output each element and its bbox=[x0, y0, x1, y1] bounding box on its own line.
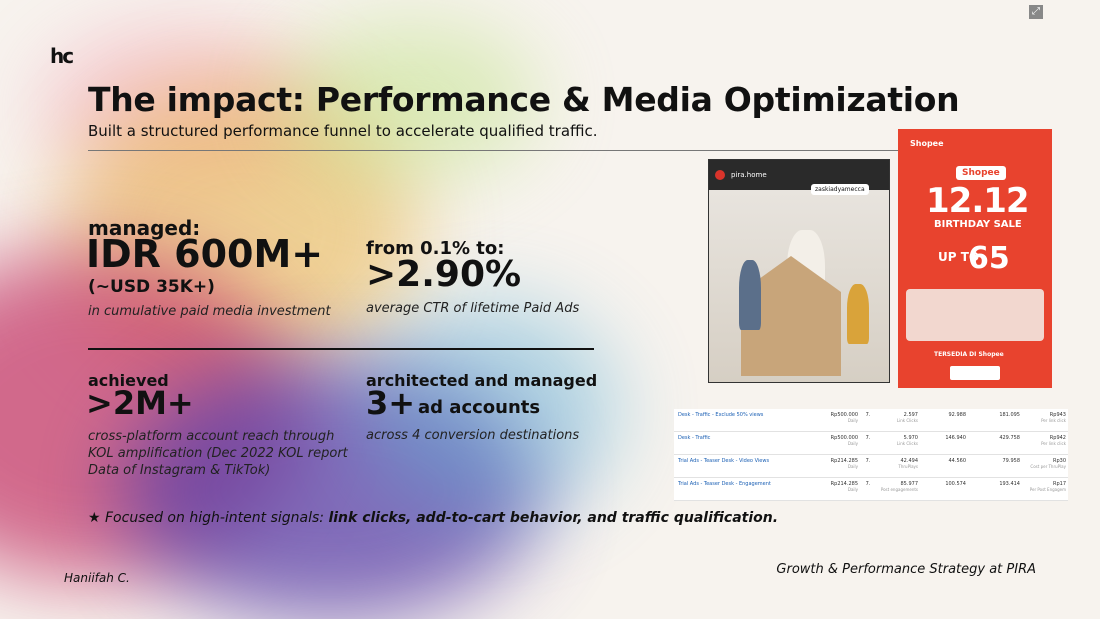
managed-sub: (~USD 35K+) bbox=[88, 277, 215, 297]
table-cell-v4: Rp30 Cost per ThruPlay bbox=[1030, 458, 1066, 469]
ctr-label: from 0.1% to: bbox=[366, 238, 505, 259]
table-cell-n7: 7. bbox=[865, 412, 871, 418]
avatar bbox=[715, 170, 725, 180]
shopee-event-sub: BIRTHDAY SALE bbox=[934, 219, 1022, 230]
footnote: ★ Focused on high-intent signals: link c… bbox=[88, 510, 778, 526]
ads-manager-table: Desk - Traffic - Exclude 50% views Rp500.… bbox=[674, 409, 1068, 501]
table-cell-v2: 100.574 bbox=[945, 481, 966, 487]
shopee-available: TERSEDIA DI Shopee bbox=[934, 351, 1004, 358]
table-cell-n7: 7. bbox=[865, 435, 871, 441]
shopee-event: 12.12 bbox=[926, 181, 1030, 221]
divider bbox=[88, 348, 594, 350]
table-cell-v3: 193.414 bbox=[999, 481, 1020, 487]
table-cell-n7: 7. bbox=[865, 481, 871, 487]
product-image bbox=[906, 289, 1044, 341]
table-cell-n7: 7. bbox=[865, 458, 871, 464]
shopee-badge: Shopee bbox=[956, 166, 1006, 180]
table-cell-budget: Rp500.000 Daily bbox=[830, 435, 858, 446]
reach-label: achieved bbox=[88, 371, 169, 390]
instagram-tag: zaskiadyamecca bbox=[811, 184, 869, 195]
shopee-poster-image: Shopee Shopee 12.12 BIRTHDAY SALE UP TO … bbox=[898, 129, 1052, 388]
table-cell-v4: Rp942 Per link click bbox=[1041, 435, 1066, 446]
instagram-account: pira.home bbox=[731, 171, 767, 179]
table-row[interactable]: Trial Ads - Teaser Desk - Engagement Rp21… bbox=[674, 478, 1068, 501]
credit: Growth & Performance Strategy at PIRA bbox=[776, 562, 1036, 577]
table-cell-budget: Rp214.285 Daily bbox=[830, 481, 858, 492]
shopee-button bbox=[950, 366, 1000, 380]
shopee-up-to: UP TO bbox=[938, 250, 980, 264]
expand-icon[interactable]: ⤢ bbox=[1029, 5, 1043, 19]
child-figure bbox=[847, 284, 869, 344]
managed-label: managed: bbox=[88, 216, 201, 240]
table-cell-v1: 2.597 Link Clicks bbox=[896, 412, 918, 423]
table-cell-name[interactable]: Desk - Traffic - Exclude 50% views bbox=[678, 412, 764, 418]
table-cell-v4: Rp943 Per link click bbox=[1041, 412, 1066, 423]
logo: hc bbox=[50, 44, 74, 68]
ctr-value: >2.90% bbox=[366, 254, 522, 295]
ctr-desc: average CTR of lifetime Paid Ads bbox=[366, 301, 580, 316]
instagram-post-image: pira.home zaskiadyamecca bbox=[708, 159, 890, 383]
accounts-value: 3+ bbox=[366, 384, 416, 422]
managed-value: IDR 600M+ bbox=[86, 232, 324, 276]
accounts-label: architected and managed bbox=[366, 371, 598, 390]
footnote-bold: link clicks, add-to-cart behavior, and t… bbox=[328, 510, 779, 526]
table-cell-name[interactable]: Trial Ads - Teaser Desk - Engagement bbox=[678, 481, 771, 487]
table-cell-name[interactable]: Trial Ads - Teaser Desk - Video Views bbox=[678, 458, 770, 464]
shopee-brand: Shopee bbox=[910, 139, 944, 148]
accounts-desc: across 4 conversion destinations bbox=[366, 428, 580, 443]
table-cell-budget: Rp500.000 Daily bbox=[830, 412, 858, 423]
author: Haniifah C. bbox=[64, 571, 130, 585]
table-cell-budget: Rp214.285 Daily bbox=[830, 458, 858, 469]
reach-desc: cross-platform account reach through KOL… bbox=[88, 429, 348, 478]
managed-desc: in cumulative paid media investment bbox=[88, 304, 331, 319]
accounts-suffix: ad accounts bbox=[418, 397, 541, 418]
shopee-discount: 65 bbox=[968, 241, 1010, 276]
page-title: The impact: Performance & Media Optimiza… bbox=[88, 80, 960, 119]
table-cell-name[interactable]: Desk - Traffic bbox=[678, 435, 711, 441]
table-cell-v3: 429.758 bbox=[999, 435, 1020, 441]
footnote-prefix: ★ Focused on high-intent signals: bbox=[88, 510, 329, 526]
table-cell-v3: 79.958 bbox=[1002, 458, 1021, 464]
divider bbox=[88, 150, 908, 151]
table-cell-v4: Rp17 Per Post Engagem bbox=[1029, 481, 1066, 492]
table-cell-v3: 181.095 bbox=[999, 412, 1020, 418]
table-cell-v2: 92.988 bbox=[948, 412, 967, 418]
child-figure bbox=[739, 260, 761, 330]
table-row[interactable]: Desk - Traffic Rp500.000 Daily 7. 5.970 Link … bbox=[674, 432, 1068, 455]
page-subtitle: Built a structured performance funnel to… bbox=[88, 122, 598, 140]
table-cell-v1: 42.494 ThruPlays bbox=[898, 458, 918, 469]
table-cell-v2: 146.940 bbox=[945, 435, 966, 441]
table-row[interactable]: Trial Ads - Teaser Desk - Video Views Rp2… bbox=[674, 455, 1068, 478]
table-row[interactable]: Desk - Traffic - Exclude 50% views Rp500.… bbox=[674, 409, 1068, 432]
table-cell-v1: 85.977 Post engagements bbox=[880, 481, 918, 492]
reach-value: >2M+ bbox=[86, 384, 194, 422]
table-cell-v1: 5.970 Link Clicks bbox=[896, 435, 918, 446]
table-cell-v2: 44.560 bbox=[948, 458, 967, 464]
